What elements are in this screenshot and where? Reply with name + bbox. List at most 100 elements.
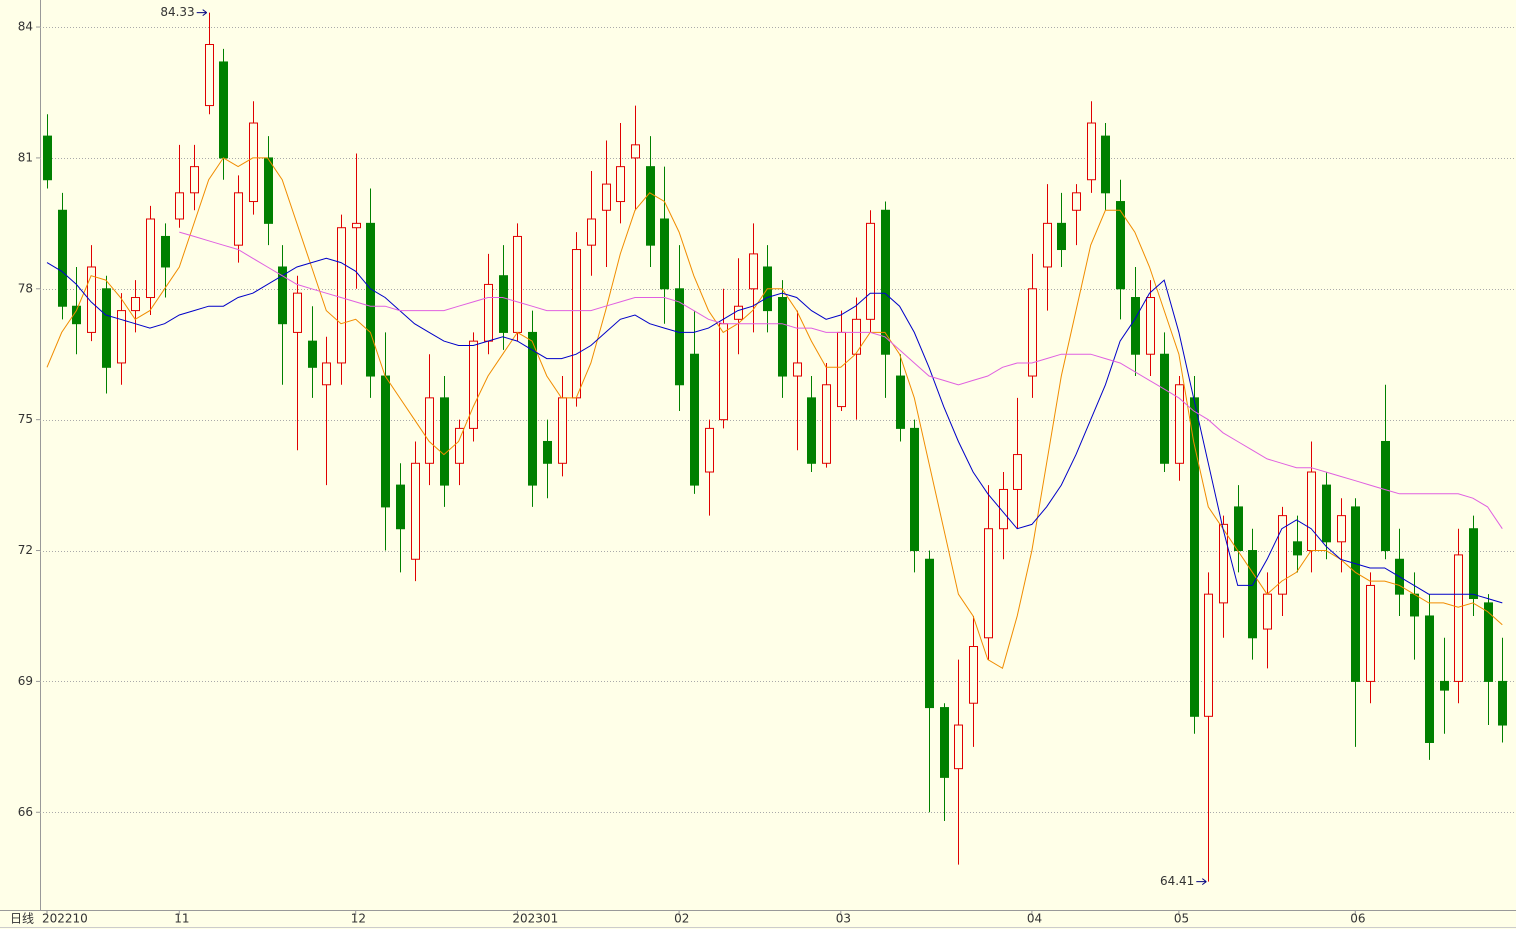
candle-body — [1190, 397, 1199, 717]
candle-body — [719, 323, 728, 421]
candle-body — [1410, 593, 1419, 617]
candle-body — [1425, 615, 1434, 743]
candle-body — [1293, 541, 1302, 556]
candle-body — [366, 222, 375, 377]
candle-body — [587, 218, 596, 246]
candle-body — [793, 362, 802, 377]
candle-body — [58, 209, 67, 307]
candle-body — [631, 144, 640, 159]
candle-body — [543, 440, 552, 464]
candle-body — [1146, 297, 1155, 355]
candle-body — [1381, 440, 1390, 552]
candle-body — [969, 646, 978, 704]
candle-body — [1263, 593, 1272, 630]
candle-body — [690, 353, 699, 486]
y-tick-label: 69 — [18, 674, 33, 688]
moving-average-line — [179, 231, 1503, 529]
annotation-label: 84.33 — [160, 5, 194, 19]
candle-body — [660, 218, 669, 290]
x-tick-label: 202210 — [42, 912, 88, 926]
candle-body — [1248, 550, 1257, 639]
candle-body — [102, 288, 111, 368]
candle-body — [778, 297, 787, 377]
candle-body — [1484, 602, 1493, 682]
candle-body — [1351, 506, 1360, 682]
candle-body — [337, 227, 346, 364]
candle-body — [117, 310, 126, 364]
candle-body — [1454, 554, 1463, 682]
candle-body — [484, 283, 493, 342]
candle-body — [705, 427, 714, 473]
candle-body — [954, 724, 963, 770]
candle-body — [734, 305, 743, 320]
candle-body — [469, 340, 478, 429]
candle-body — [396, 484, 405, 530]
candle-body — [234, 192, 243, 246]
moving-average-line — [46, 157, 1503, 670]
candle-body — [1043, 222, 1052, 268]
candle-body — [131, 297, 140, 312]
x-tick-label: 12 — [351, 912, 366, 926]
x-tick-label: 02 — [674, 912, 689, 926]
candle-body — [278, 266, 287, 325]
x-tick-label: 11 — [174, 912, 189, 926]
candle-body — [43, 135, 52, 181]
x-tick-label: 06 — [1350, 912, 1365, 926]
candle-body — [822, 384, 831, 464]
y-tick-label: 81 — [18, 150, 33, 164]
candle-body — [1101, 135, 1110, 194]
candle-body — [1498, 680, 1507, 726]
candle-body — [1469, 528, 1478, 600]
candle-body — [205, 43, 214, 107]
candle-body — [425, 397, 434, 464]
x-tick-label: 03 — [836, 912, 851, 926]
candle-body — [1087, 122, 1096, 181]
x-tick-label: 05 — [1174, 912, 1189, 926]
candle-body — [807, 397, 816, 464]
candle-body — [308, 340, 317, 368]
candle-body — [1028, 288, 1037, 377]
period-label: 日线 — [10, 912, 34, 926]
candle-body — [602, 183, 611, 211]
candle-body — [984, 528, 993, 639]
candle-body — [528, 331, 537, 486]
candle-body — [572, 249, 581, 399]
candle-body — [675, 288, 684, 386]
candle-body — [837, 331, 846, 408]
candle-body — [411, 462, 420, 560]
candle-body — [352, 222, 361, 229]
candle-body — [1204, 593, 1213, 717]
candle-body — [249, 122, 258, 203]
candle-body — [1440, 680, 1449, 691]
candle-body — [1366, 584, 1375, 682]
candle-body — [1278, 515, 1287, 595]
annotation-arrowhead — [1202, 878, 1207, 886]
y-tick-label: 78 — [18, 281, 33, 295]
candle-body — [381, 375, 390, 508]
candle-body — [293, 292, 302, 333]
candle-body — [1307, 471, 1316, 552]
candle-body — [161, 235, 170, 268]
candle-body — [1219, 523, 1228, 604]
candle-body — [87, 266, 96, 333]
candle-body — [175, 192, 184, 220]
x-tick-label: 202301 — [512, 912, 558, 926]
y-tick-label: 75 — [18, 412, 33, 426]
candle-body — [146, 218, 155, 299]
candle-body — [940, 707, 949, 778]
moving-average-line — [46, 257, 1503, 604]
candle-body — [1337, 515, 1346, 543]
candle-body — [72, 305, 81, 325]
candle-body — [264, 157, 273, 224]
candle-body — [881, 209, 890, 355]
y-tick-label: 84 — [18, 20, 33, 34]
candle-body — [852, 318, 861, 355]
y-tick-label: 72 — [18, 543, 33, 557]
candle-body — [190, 166, 199, 194]
candle-body — [925, 558, 934, 709]
candle-body — [1057, 222, 1066, 251]
candle-body — [1072, 192, 1081, 211]
x-tick-label: 04 — [1027, 912, 1042, 926]
candle-body — [1175, 384, 1184, 464]
